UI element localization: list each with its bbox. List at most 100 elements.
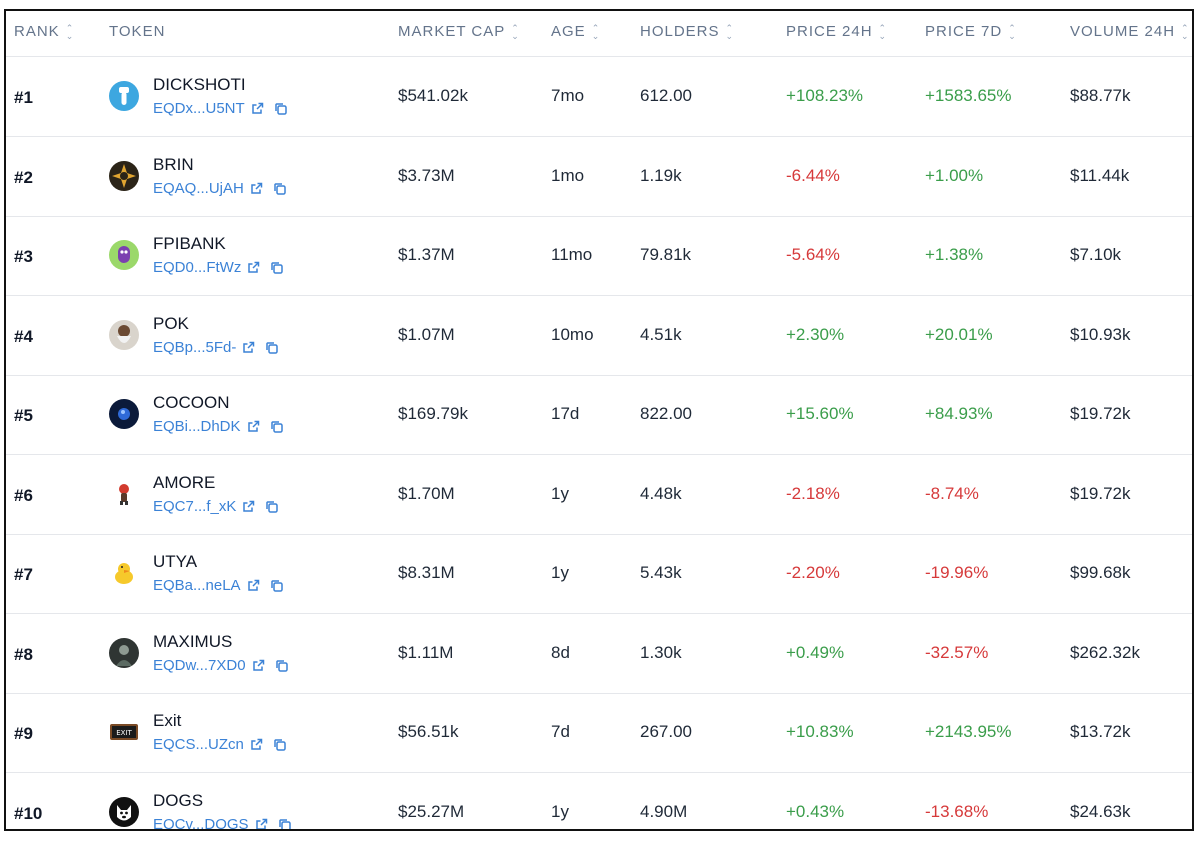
price-7d-cell: -13.68% bbox=[925, 801, 989, 821]
sort-icon: ⌃ ⌄ bbox=[1008, 23, 1017, 42]
volume-24h-cell: $10.93k bbox=[1070, 324, 1131, 344]
holders-cell: 5.43k bbox=[640, 563, 682, 582]
token-name[interactable]: AMORE bbox=[153, 472, 216, 492]
sort-icon: ⌃ ⌄ bbox=[878, 23, 888, 42]
table-row[interactable]: #3 FPIBANK EQD0...FtWz $1.37M 11mo 79.81k -5.6… bbox=[6, 216, 1192, 296]
price-7d-cell: -32.57% bbox=[925, 642, 989, 662]
copy-icon[interactable] bbox=[270, 579, 283, 592]
holders-cell: 79.81k bbox=[640, 245, 692, 264]
market-cap-cell: $541.02k bbox=[398, 86, 468, 105]
table-row[interactable]: #2 BRIN EQAQ...UjAH $3.73M 1mo 1.19k -6.44% +1.… bbox=[6, 137, 1192, 217]
external-link-icon[interactable] bbox=[247, 420, 260, 433]
price-24h-cell: +10.83% bbox=[786, 722, 854, 741]
token-name[interactable]: DICKSHOTI bbox=[153, 75, 246, 94]
price-24h-cell: -5.64% bbox=[786, 245, 840, 264]
rank-cell: #1 bbox=[14, 88, 33, 107]
token-name[interactable]: UTYA bbox=[153, 552, 198, 571]
volume-24h-cell: $262.32k bbox=[1070, 642, 1140, 662]
token-address-link[interactable]: EQDw...7XD0 bbox=[153, 656, 246, 674]
token-name[interactable]: BRIN bbox=[153, 154, 194, 174]
price-7d-cell: +20.01% bbox=[925, 324, 993, 344]
token-name[interactable]: POK bbox=[153, 313, 189, 333]
token-address-link[interactable]: EQDx...U5NT bbox=[153, 100, 245, 117]
token-name[interactable]: DOGS bbox=[153, 790, 204, 810]
volume-24h-cell: $88.77k bbox=[1070, 86, 1131, 105]
copy-icon[interactable] bbox=[278, 818, 291, 829]
external-link-icon[interactable] bbox=[255, 818, 268, 829]
external-link-icon[interactable] bbox=[242, 341, 255, 354]
price-24h-cell: -6.44% bbox=[786, 165, 840, 185]
token-address-link[interactable]: EQBa...neLA bbox=[153, 577, 241, 594]
price-7d-cell: +1.00% bbox=[925, 165, 984, 185]
col-label: PRICE 24H bbox=[786, 23, 873, 40]
rank-cell: #6 bbox=[14, 485, 33, 505]
token-address: EQAQ...UjAH bbox=[153, 180, 286, 197]
token-name[interactable]: FPIBANK bbox=[153, 234, 226, 253]
token-address-link[interactable]: EQCv...DOGS bbox=[153, 815, 249, 831]
token-address-link[interactable]: EQBi...DhDK bbox=[153, 418, 241, 435]
token-address-link[interactable]: EQD0...FtWz bbox=[153, 259, 242, 276]
token-address: EQBi...DhDK bbox=[153, 418, 283, 435]
token-address-link[interactable]: EQC7...f_xK bbox=[153, 497, 237, 515]
copy-icon[interactable] bbox=[273, 738, 286, 751]
market-cap-cell: $1.70M bbox=[398, 483, 455, 503]
token-name[interactable]: Exit bbox=[153, 711, 182, 730]
col-header-holders[interactable]: HOLDERS ⌃ ⌄ bbox=[640, 23, 734, 41]
price-24h-cell: -2.18% bbox=[786, 483, 840, 503]
token-name[interactable]: MAXIMUS bbox=[153, 631, 233, 651]
gold-star-logo bbox=[109, 160, 139, 191]
external-link-icon[interactable] bbox=[242, 500, 255, 513]
token-address: EQCS...UZcn bbox=[153, 736, 286, 753]
external-link-icon[interactable] bbox=[247, 261, 260, 274]
table-row[interactable]: #9 EXIT Exit EQCS...UZcn $56.51k 7d 267.00 +10.… bbox=[6, 693, 1192, 773]
token-address: EQDx...U5NT bbox=[153, 100, 287, 117]
external-link-icon[interactable] bbox=[250, 738, 263, 751]
volume-24h-cell: $13.72k bbox=[1070, 722, 1131, 741]
token-address-link[interactable]: EQAQ...UjAH bbox=[153, 179, 244, 197]
table-row[interactable]: #10 DOGS EQCv...DOGS $25.27M 1y 4.90M +0.43% -1… bbox=[6, 773, 1192, 831]
col-header-rank[interactable]: RANK ⌃ ⌄ bbox=[14, 23, 75, 42]
token-address: EQC7...f_xK bbox=[153, 497, 279, 515]
copy-icon[interactable] bbox=[270, 420, 283, 433]
token-address: EQCv...DOGS bbox=[153, 815, 291, 831]
holders-cell: 1.19k bbox=[640, 165, 682, 185]
external-link-icon[interactable] bbox=[251, 102, 264, 115]
svg-text:EXIT: EXIT bbox=[116, 729, 132, 737]
copy-icon[interactable] bbox=[274, 102, 287, 115]
sort-icon: ⌃ ⌄ bbox=[511, 23, 520, 42]
table-row[interactable]: #8 MAXIMUS EQDw...7XD0 $1.11M 8d 1.30k +0.49% -… bbox=[6, 614, 1192, 694]
col-header-price-24h[interactable]: PRICE 24H ⌃ ⌄ bbox=[786, 23, 888, 42]
col-label: VOLUME 24H bbox=[1070, 23, 1176, 40]
table-row[interactable]: #7 UTYA EQBa...neLA $8.31M 1y 5.43k -2.20% -19.… bbox=[6, 534, 1192, 614]
col-header-volume-24h[interactable]: VOLUME 24H ⌃ ⌄ bbox=[1070, 23, 1190, 41]
table-row[interactable]: #5 COCOON EQBi...DhDK $169.79k 17d 822.00 +15.… bbox=[6, 375, 1192, 455]
external-link-icon[interactable] bbox=[247, 579, 260, 592]
copy-icon[interactable] bbox=[265, 341, 279, 354]
col-header-price-7d[interactable]: PRICE 7D ⌃ ⌄ bbox=[925, 23, 1017, 42]
price-7d-cell: +1583.65% bbox=[925, 86, 1012, 105]
col-header-market-cap[interactable]: MARKET CAP ⌃ ⌄ bbox=[398, 23, 520, 42]
copy-icon[interactable] bbox=[270, 261, 284, 274]
age-cell: 7d bbox=[551, 722, 570, 741]
token-address-link[interactable]: EQBp...5Fd- bbox=[153, 338, 237, 356]
holders-cell: 4.48k bbox=[640, 483, 682, 503]
col-label: MARKET CAP bbox=[398, 23, 506, 40]
external-link-icon[interactable] bbox=[250, 182, 263, 195]
copy-icon[interactable] bbox=[273, 182, 286, 195]
rank-cell: #9 bbox=[14, 724, 33, 743]
token-address-link[interactable]: EQCS...UZcn bbox=[153, 736, 244, 753]
table-row[interactable]: #6 AMORE EQC7...f_xK $1.70M 1y 4.48k -2.18% -8.… bbox=[6, 455, 1192, 535]
external-link-icon[interactable] bbox=[252, 659, 265, 672]
sort-icon: ⌃ ⌄ bbox=[65, 23, 75, 42]
table-row[interactable]: #4 POK EQBp...5Fd- $1.07M 10mo 4.51k +2.30% +20… bbox=[6, 296, 1192, 376]
volume-24h-cell: $19.72k bbox=[1070, 404, 1131, 423]
col-header-age[interactable]: AGE ⌃ ⌄ bbox=[551, 23, 600, 41]
token-address: EQBp...5Fd- bbox=[153, 338, 279, 356]
warrior-logo bbox=[109, 637, 139, 668]
copy-icon[interactable] bbox=[265, 500, 279, 513]
copy-icon[interactable] bbox=[275, 659, 288, 672]
rank-cell: #2 bbox=[14, 167, 33, 187]
token-name[interactable]: COCOON bbox=[153, 393, 230, 412]
holders-cell: 4.90M bbox=[640, 801, 688, 821]
table-row[interactable]: #1 DICKSHOTI EQDx...U5NT $541.02k 7mo 612.00 +… bbox=[6, 57, 1192, 137]
